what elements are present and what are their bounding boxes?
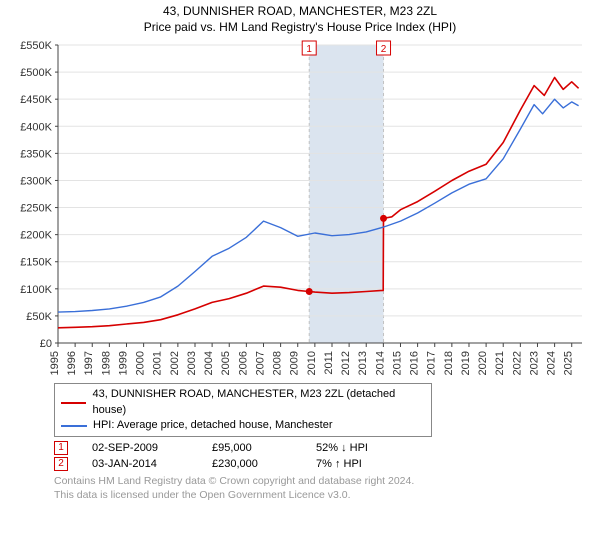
legend-item: HPI: Average price, detached house, Manc… [61,418,425,433]
svg-text:2020: 2020 [477,351,489,375]
svg-text:2002: 2002 [169,351,181,375]
sale-price: £230,000 [212,458,292,470]
svg-text:2004: 2004 [203,351,215,375]
svg-text:2010: 2010 [306,351,318,375]
svg-text:2025: 2025 [563,351,575,375]
line-chart: £0 £50K £100K £150K £200K £250K £300K £350K £400… [8,39,588,379]
sale-row: 2 03-JAN-2014 £230,000 7% ↑ HPI [54,457,592,471]
svg-text:£250K: £250K [20,203,52,215]
legend-item: 43, DUNNISHER ROAD, MANCHESTER, M23 2ZL … [61,387,425,418]
svg-text:2: 2 [381,44,387,55]
svg-text:2014: 2014 [374,351,386,375]
chart-title-line2: Price paid vs. HM Land Registry's House … [8,20,592,36]
sale-row: 1 02-SEP-2009 £95,000 52% ↓ HPI [54,441,592,455]
svg-text:1999: 1999 [117,351,129,375]
svg-text:1996: 1996 [66,351,78,375]
svg-text:2006: 2006 [237,351,249,375]
sale-hpi-diff: 7% ↑ HPI [316,458,436,470]
svg-text:£500K: £500K [20,67,52,79]
legend-label: HPI: Average price, detached house, Manc… [93,418,333,433]
svg-text:£0: £0 [40,338,52,350]
svg-text:2021: 2021 [494,351,506,375]
svg-text:2019: 2019 [460,351,472,375]
svg-text:2007: 2007 [254,351,266,375]
svg-text:2024: 2024 [546,351,558,375]
svg-text:2012: 2012 [340,351,352,375]
svg-text:£200K: £200K [20,230,52,242]
svg-text:£550K: £550K [20,40,52,52]
chart-title-line1: 43, DUNNISHER ROAD, MANCHESTER, M23 2ZL [8,4,592,20]
legend-swatch [61,402,86,404]
svg-text:1995: 1995 [49,351,61,375]
svg-text:£450K: £450K [20,94,52,106]
legend-label: 43, DUNNISHER ROAD, MANCHESTER, M23 2ZL … [92,387,425,418]
sale-date: 02-SEP-2009 [92,442,188,454]
sale-marker-icon: 2 [54,457,68,471]
legend: 43, DUNNISHER ROAD, MANCHESTER, M23 2ZL … [54,383,432,437]
chart-container: 43, DUNNISHER ROAD, MANCHESTER, M23 2ZL … [0,0,600,560]
sale-date: 03-JAN-2014 [92,458,188,470]
license-line2: This data is licensed under the Open Gov… [54,489,592,503]
svg-text:2022: 2022 [511,351,523,375]
svg-text:2008: 2008 [272,351,284,375]
sale-hpi-diff: 52% ↓ HPI [316,442,436,454]
legend-swatch [61,425,87,427]
svg-text:2003: 2003 [186,351,198,375]
svg-text:2001: 2001 [152,351,164,375]
svg-text:2018: 2018 [443,351,455,375]
svg-text:2015: 2015 [391,351,403,375]
sale-price: £95,000 [212,442,292,454]
svg-text:2017: 2017 [426,351,438,375]
license-text: Contains HM Land Registry data © Crown c… [54,475,592,502]
svg-text:1998: 1998 [100,351,112,375]
svg-text:2011: 2011 [323,351,335,375]
svg-text:2005: 2005 [220,351,232,375]
svg-text:£50K: £50K [26,311,52,323]
svg-text:2000: 2000 [135,351,147,375]
svg-text:2016: 2016 [409,351,421,375]
svg-text:£400K: £400K [20,121,52,133]
svg-text:2013: 2013 [357,351,369,375]
svg-text:2023: 2023 [528,351,540,375]
svg-text:1997: 1997 [83,351,95,375]
title-block: 43, DUNNISHER ROAD, MANCHESTER, M23 2ZL … [8,4,592,35]
svg-text:£350K: £350K [20,149,52,161]
license-line1: Contains HM Land Registry data © Crown c… [54,475,592,489]
svg-text:£300K: £300K [20,176,52,188]
sale-marker-icon: 1 [54,441,68,455]
svg-text:2009: 2009 [289,351,301,375]
svg-text:£100K: £100K [20,284,52,296]
svg-text:1: 1 [306,44,312,55]
svg-text:£150K: £150K [20,257,52,269]
